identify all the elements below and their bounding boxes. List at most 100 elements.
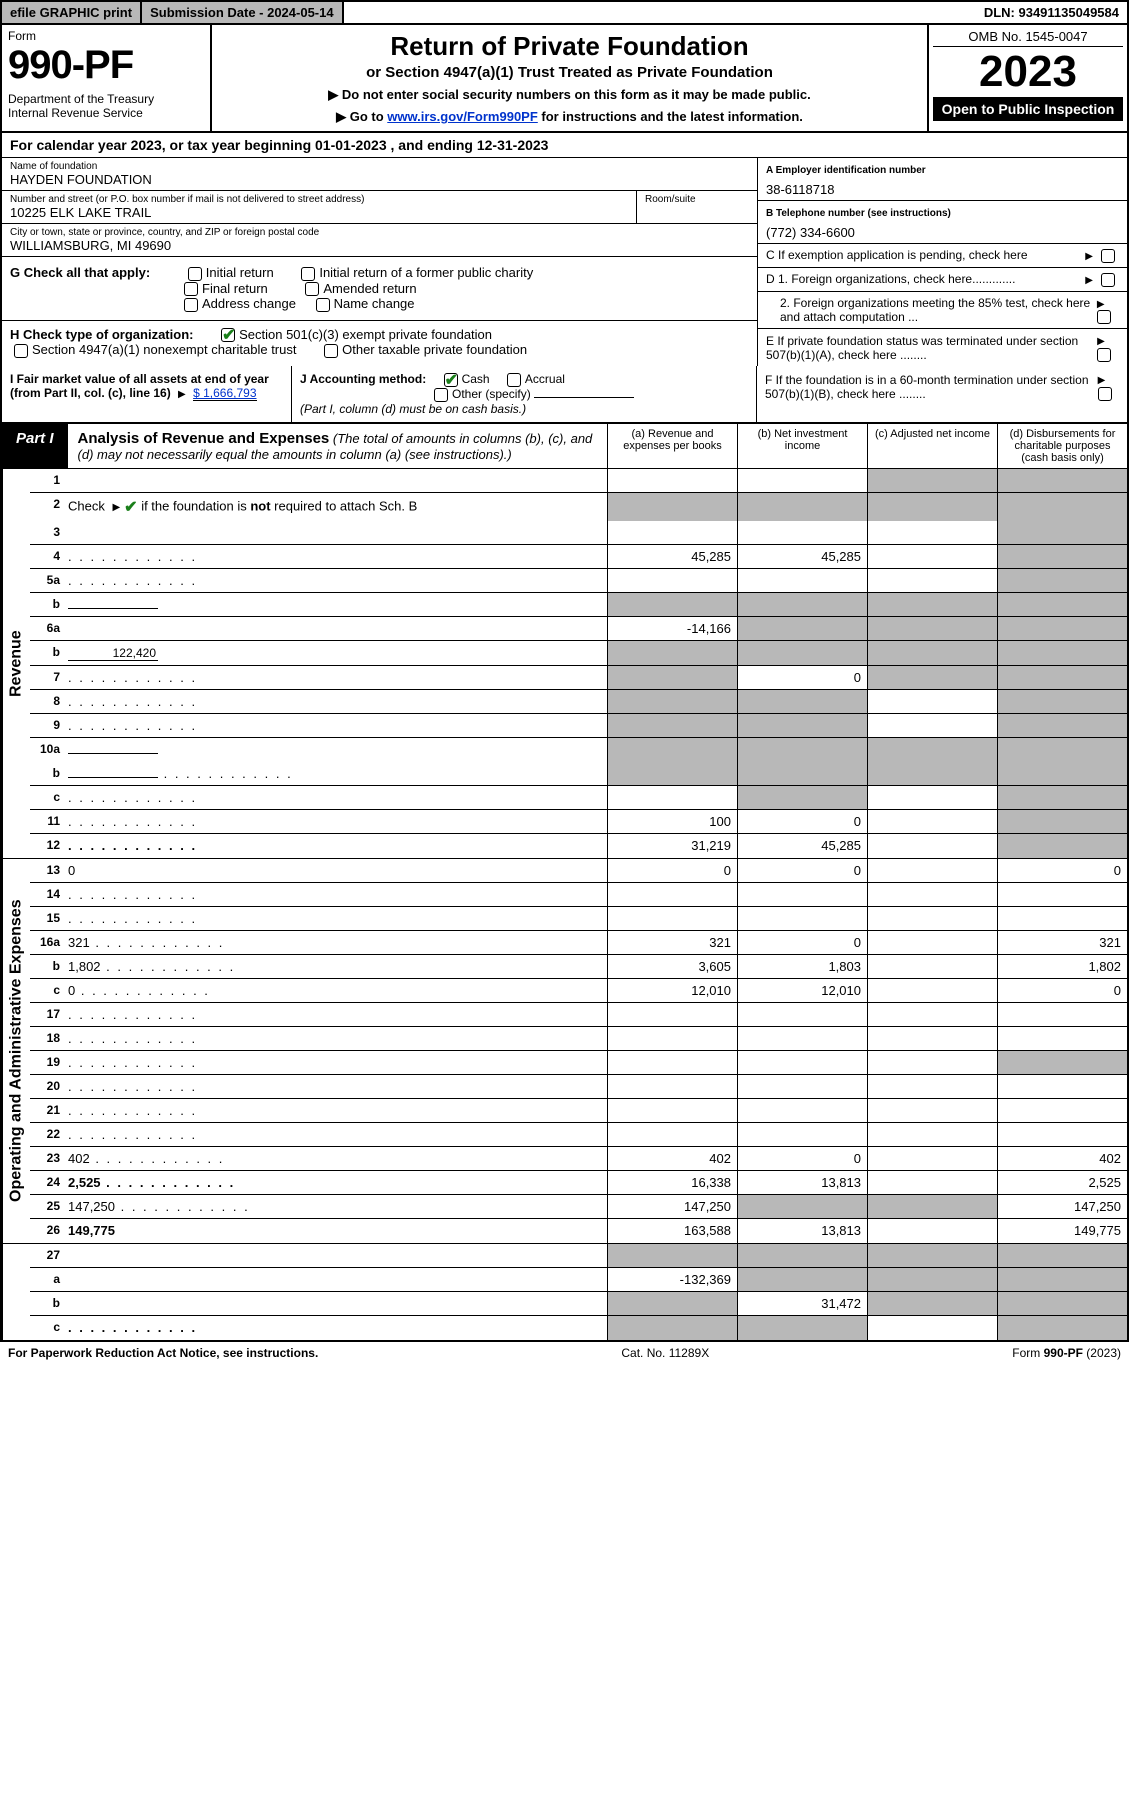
revenue-rows: 12Check ✔ if the foundation is not requi… (30, 469, 1127, 858)
cbx-f[interactable] (1098, 387, 1112, 401)
value-col-a (607, 1316, 737, 1340)
value-col-a (607, 786, 737, 809)
value-col-d (997, 1316, 1127, 1340)
line-number: 20 (30, 1075, 66, 1098)
entity-block: Name of foundation HAYDEN FOUNDATION Num… (0, 158, 1129, 366)
line-desc (66, 834, 607, 858)
value-col-b: 0 (737, 859, 867, 882)
expense-section: Operating and Administrative Expenses 13… (0, 859, 1129, 1244)
i-value[interactable]: $ 1,666,793 (193, 386, 256, 401)
line-desc (66, 1123, 607, 1146)
value-col-b (737, 521, 867, 544)
value-col-b (737, 641, 867, 665)
table-row: 1231,21945,285 (30, 834, 1127, 858)
line-number: b (30, 762, 66, 785)
value-col-b: 0 (737, 1147, 867, 1170)
line-number: 24 (30, 1171, 66, 1194)
d2-row: 2. Foreign organizations meeting the 85%… (758, 292, 1127, 330)
table-row: b (30, 593, 1127, 617)
inline-amount (68, 608, 158, 609)
cbx-d1[interactable] (1101, 273, 1115, 287)
line-desc: 402 (66, 1147, 607, 1170)
cbx-4947[interactable] (14, 344, 28, 358)
value-col-d (997, 834, 1127, 858)
calendar-year-row: For calendar year 2023, or tax year begi… (0, 133, 1129, 158)
table-row: b1,8023,6051,8031,802 (30, 955, 1127, 979)
cbx-d2[interactable] (1097, 310, 1111, 324)
value-col-b: 0 (737, 666, 867, 689)
value-col-c (867, 617, 997, 640)
cbx-e[interactable] (1097, 348, 1111, 362)
value-col-c (867, 1075, 997, 1098)
d2-label: 2. Foreign organizations meeting the 85%… (766, 296, 1093, 324)
value-col-a: 3,605 (607, 955, 737, 978)
value-col-b: 12,010 (737, 979, 867, 1002)
cbx-name-change[interactable] (316, 298, 330, 312)
dept-treasury: Department of the Treasury Internal Reve… (8, 92, 204, 120)
instr-goto-post: for instructions and the latest informat… (538, 109, 803, 124)
value-col-a (607, 521, 737, 544)
value-col-a (607, 762, 737, 785)
line-number: 13 (30, 859, 66, 882)
value-col-b (737, 617, 867, 640)
value-col-d: 2,525 (997, 1171, 1127, 1194)
part1-title-bold: Analysis of Revenue and Expenses (78, 430, 330, 447)
table-row: 70 (30, 666, 1127, 690)
cbx-other-method[interactable] (434, 388, 448, 402)
net-section: 27a-132,369b31,472c (0, 1244, 1129, 1342)
instr-goto: ▶ Go to www.irs.gov/Form990PF for instru… (224, 109, 915, 125)
cbx-initial-return[interactable] (188, 267, 202, 281)
value-col-a (607, 593, 737, 616)
h-check-block: H Check type of organization: Section 50… (2, 321, 757, 364)
table-row: 15 (30, 907, 1127, 931)
value-col-c (867, 1147, 997, 1170)
cbx-final-return[interactable] (184, 282, 198, 296)
cbx-c[interactable] (1101, 249, 1115, 263)
arrow-icon (1098, 372, 1106, 386)
value-col-a (607, 1244, 737, 1267)
cbx-amended[interactable] (305, 282, 319, 296)
footer-mid: Cat. No. 11289X (318, 1346, 1012, 1360)
value-col-d (997, 617, 1127, 640)
value-col-d (997, 545, 1127, 568)
value-col-b (737, 738, 867, 762)
line-desc: 147,250 (66, 1195, 607, 1218)
line-desc (66, 1003, 607, 1026)
value-col-b (737, 907, 867, 930)
cbx-accrual[interactable] (507, 373, 521, 387)
value-col-d (997, 493, 1127, 521)
cbx-cash[interactable] (444, 373, 458, 387)
value-col-b: 13,813 (737, 1219, 867, 1243)
table-row: b 122,420 (30, 641, 1127, 666)
instr-no-ssn: ▶ Do not enter social security numbers o… (224, 87, 915, 103)
line-desc: 122,420 (66, 641, 607, 665)
instr-link[interactable]: www.irs.gov/Form990PF (387, 109, 538, 124)
table-row: 1 (30, 469, 1127, 493)
line-desc: 0 (66, 979, 607, 1002)
part1-title: Analysis of Revenue and Expenses (The to… (68, 424, 607, 468)
value-col-c (867, 1027, 997, 1050)
j-cell: J Accounting method: Cash Accrual Other … (292, 366, 757, 422)
cbx-initial-former[interactable] (301, 267, 315, 281)
cbx-501c3[interactable] (221, 328, 235, 342)
cbx-addr-change[interactable] (184, 298, 198, 312)
value-col-a (607, 1075, 737, 1098)
line-number: 2 (30, 493, 66, 521)
line-number: c (30, 979, 66, 1002)
f-label: F If the foundation is in a 60-month ter… (765, 373, 1094, 401)
value-col-a (607, 738, 737, 762)
value-col-d (997, 521, 1127, 544)
line-number: 3 (30, 521, 66, 544)
value-col-c (867, 859, 997, 882)
name-label: Name of foundation (10, 161, 749, 172)
line-number: 27 (30, 1244, 66, 1267)
value-col-b (737, 1003, 867, 1026)
value-col-c (867, 1171, 997, 1194)
foundation-name: HAYDEN FOUNDATION (10, 172, 749, 187)
efile-print-btn[interactable]: efile GRAPHIC print (2, 2, 142, 23)
value-col-d (997, 469, 1127, 492)
cbx-other-taxable[interactable] (324, 344, 338, 358)
line-desc: 0 (66, 859, 607, 882)
part1-label: Part I (2, 424, 68, 468)
table-row: 234024020402 (30, 1147, 1127, 1171)
